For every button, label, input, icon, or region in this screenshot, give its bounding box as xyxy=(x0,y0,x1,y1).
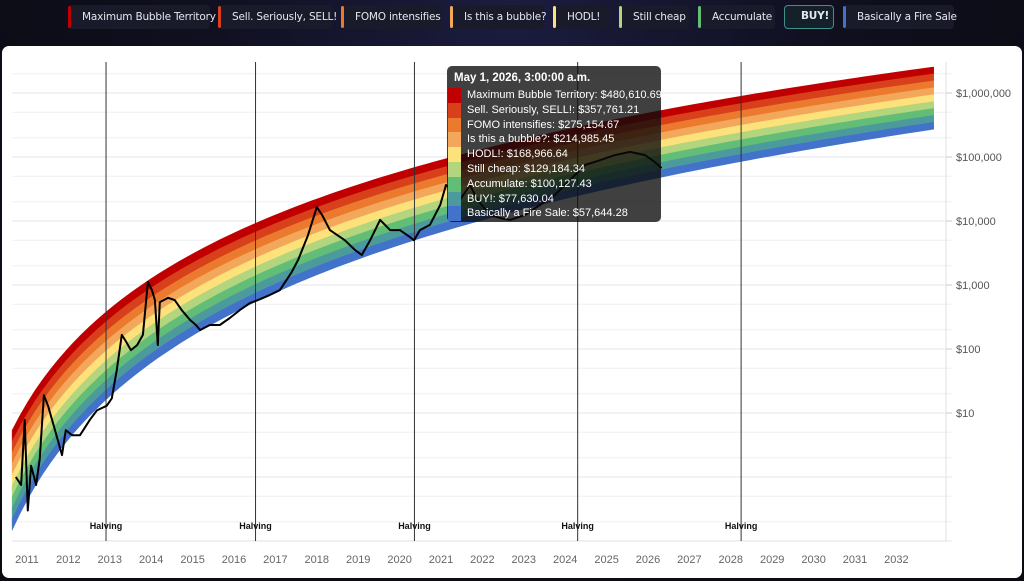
legend-item[interactable]: HODL! xyxy=(553,5,610,29)
y-tick-label: $10 xyxy=(956,408,974,420)
tooltip-color-swatch xyxy=(448,206,461,222)
tooltip-row: Sell. Seriously, SELL!: $357,761.21 xyxy=(447,102,661,118)
x-tick-label: 2022 xyxy=(470,554,494,566)
x-tick-label: 2029 xyxy=(760,554,784,566)
tooltip-row: Basically a Fire Sale: $57,644.28 xyxy=(447,206,661,222)
tooltip-color-swatch xyxy=(448,191,461,207)
tooltip-row: BUY!: $77,630.04 xyxy=(447,191,661,207)
tooltip-value: Is this a bubble?: $214,985.45 xyxy=(467,133,615,146)
x-tick-label: 2024 xyxy=(553,554,577,566)
y-tick-label: $100,000 xyxy=(956,152,1002,164)
x-tick-label: 2023 xyxy=(512,554,536,566)
tooltip-row: Maximum Bubble Territory: $480,610.69 xyxy=(447,88,662,103)
tooltip-row: Accumulate: $100,127.43 xyxy=(447,176,661,192)
band-legend: Maximum Bubble Territory Sell. Seriously,… xyxy=(0,5,1024,30)
x-tick-label: 2011 xyxy=(15,554,39,566)
tooltip-row: Still cheap: $129,184.34 xyxy=(447,162,661,177)
halving-label: Halving xyxy=(239,521,272,531)
x-tick-label: 2028 xyxy=(719,554,743,566)
legend-color-swatch xyxy=(619,6,622,28)
y-tick-label: $10,000 xyxy=(956,216,996,228)
legend-item[interactable]: Is this a bubble? xyxy=(450,5,547,29)
tooltip-value: FOMO intensifies: $275,154.67 xyxy=(467,118,620,131)
tooltip-color-swatch xyxy=(448,147,461,162)
halving-label: Halving xyxy=(725,521,758,531)
x-tick-label: 2031 xyxy=(843,554,867,566)
legend-item[interactable]: Accumulate xyxy=(698,5,775,29)
legend-label: Is this a bubble? xyxy=(464,11,547,23)
tooltip-color-swatch xyxy=(448,132,461,148)
x-tick-label: 2026 xyxy=(636,554,660,566)
legend-label: HODL! xyxy=(567,11,601,23)
tooltip-color-swatch xyxy=(448,117,461,133)
legend-label: Sell. Seriously, SELL! xyxy=(232,11,338,23)
tooltip-value: Basically a Fire Sale: $57,644.28 xyxy=(467,207,628,220)
x-tick-label: 2030 xyxy=(801,554,825,566)
legend-item[interactable]: Maximum Bubble Territory xyxy=(68,5,216,29)
legend-label: Still cheap xyxy=(633,11,686,23)
legend-item[interactable]: Basically a Fire Sale xyxy=(843,5,957,29)
legend-item[interactable]: Sell. Seriously, SELL! xyxy=(218,5,337,29)
tooltip-row: HODL!: $168,966.64 xyxy=(447,147,661,162)
tooltip-color-swatch xyxy=(448,162,461,177)
legend-item[interactable]: FOMO intensifies xyxy=(341,5,441,29)
chart-tooltip: May 1, 2026, 3:00:00 a.m. Maximum Bubble… xyxy=(447,66,662,222)
legend-label: FOMO intensifies xyxy=(355,11,441,23)
legend-label: Maximum Bubble Territory xyxy=(82,11,216,23)
halving-label: Halving xyxy=(90,521,123,531)
tooltip-row: Is this a bubble?: $214,985.45 xyxy=(447,132,661,148)
x-tick-label: 2017 xyxy=(263,554,287,566)
x-tick-label: 2020 xyxy=(387,554,411,566)
tooltip-color-swatch xyxy=(448,176,461,192)
y-tick-label: $1,000 xyxy=(956,280,990,292)
x-tick-label: 2014 xyxy=(139,554,163,566)
tooltip-title: May 1, 2026, 3:00:00 a.m. xyxy=(454,72,591,84)
tooltip-color-swatch xyxy=(448,88,461,103)
tooltip-value: Still cheap: $129,184.34 xyxy=(467,163,586,175)
tooltip-value: HODL!: $168,966.64 xyxy=(467,148,568,161)
tooltip-value: Sell. Seriously, SELL!: $357,761.21 xyxy=(467,103,640,116)
legend-label: BUY! xyxy=(800,10,830,22)
y-tick-label: $100 xyxy=(956,344,980,356)
legend-color-swatch xyxy=(698,6,701,28)
x-tick-label: 2027 xyxy=(677,554,701,566)
halving-label: Halving xyxy=(561,521,594,531)
legend-color-swatch xyxy=(341,6,344,28)
tooltip-value: Accumulate: $100,127.43 xyxy=(467,177,592,190)
legend-color-swatch xyxy=(843,6,846,28)
x-tick-label: 2013 xyxy=(98,554,122,566)
x-tick-label: 2016 xyxy=(222,554,246,566)
rainbow-chart: Halving Halving Halving Halving Halving $1,00… xyxy=(11,62,1011,566)
x-tick-label: 2021 xyxy=(429,554,453,566)
x-tick-label: 2025 xyxy=(594,554,618,566)
legend-color-swatch xyxy=(68,6,71,28)
x-tick-label: 2012 xyxy=(56,554,80,566)
tooltip-row: FOMO intensifies: $275,154.67 xyxy=(447,117,661,133)
legend-color-swatch xyxy=(553,6,556,28)
legend-color-swatch xyxy=(218,6,221,28)
tooltip-color-swatch xyxy=(448,102,461,118)
x-tick-label: 2032 xyxy=(884,554,908,566)
halving-markers: Halving Halving Halving Halving Halving xyxy=(90,62,758,541)
x-tick-label: 2015 xyxy=(180,554,204,566)
tooltip-value: BUY!: $77,630.04 xyxy=(467,192,554,205)
halving-label: Halving xyxy=(398,521,431,531)
tooltip-value: Maximum Bubble Territory: $480,610.69 xyxy=(467,89,662,101)
legend-item[interactable]: Still cheap xyxy=(619,5,689,29)
y-tick-label: $1,000,000 xyxy=(956,88,1011,100)
legend-label: Accumulate xyxy=(712,11,773,23)
legend-label: Basically a Fire Sale xyxy=(857,11,957,23)
x-tick-label: 2019 xyxy=(346,554,370,566)
legend-item[interactable]: BUY! xyxy=(784,5,834,29)
x-tick-label: 2018 xyxy=(305,554,329,566)
legend-color-swatch xyxy=(450,6,453,28)
